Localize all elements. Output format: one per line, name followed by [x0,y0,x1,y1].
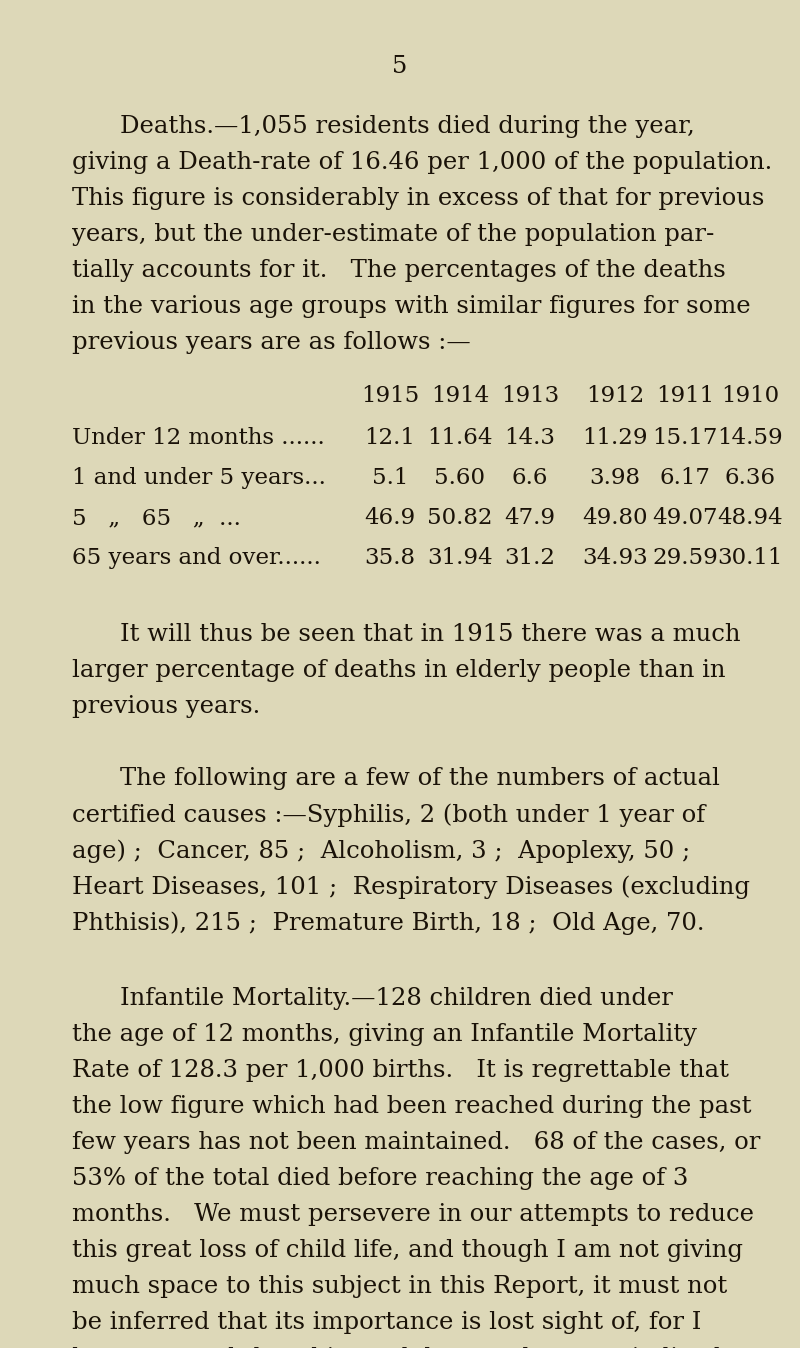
Text: age) ;  Cancer, 85 ;  Alcoholism, 3 ;  Apoplexy, 50 ;: age) ; Cancer, 85 ; Alcoholism, 3 ; Apop… [72,838,690,863]
Text: previous years are as follows :—: previous years are as follows :— [72,332,470,355]
Text: 5.60: 5.60 [434,466,486,489]
Text: The following are a few of the numbers of actual: The following are a few of the numbers o… [120,767,720,790]
Text: giving a Death-rate of 16.46 per 1,000 of the population.: giving a Death-rate of 16.46 per 1,000 o… [72,151,772,174]
Text: 31.2: 31.2 [505,547,555,569]
Text: 1915: 1915 [361,386,419,407]
Text: be inferred that its importance is lost sight of, for I: be inferred that its importance is lost … [72,1312,702,1335]
Text: 31.94: 31.94 [427,547,493,569]
Text: 1914: 1914 [431,386,489,407]
Text: 6.36: 6.36 [725,466,775,489]
Text: 14.59: 14.59 [717,427,783,449]
Text: in the various age groups with similar figures for some: in the various age groups with similar f… [72,295,750,318]
Text: 5.1: 5.1 [372,466,408,489]
Text: 5   „   65   „  ...: 5 „ 65 „ ... [72,507,241,528]
Text: Rate of 128.3 per 1,000 births.   It is regrettable that: Rate of 128.3 per 1,000 births. It is re… [72,1060,729,1082]
Text: 1912: 1912 [586,386,644,407]
Text: 50.82: 50.82 [427,507,493,528]
Text: 30.11: 30.11 [718,547,782,569]
Text: Under 12 months ......: Under 12 months ...... [72,427,325,449]
Text: previous years.: previous years. [72,696,260,718]
Text: 49.07: 49.07 [652,507,718,528]
Text: 11.64: 11.64 [427,427,493,449]
Text: This figure is considerably in excess of that for previous: This figure is considerably in excess of… [72,187,764,210]
Text: 34.93: 34.93 [582,547,648,569]
Text: larger percentage of deaths in elderly people than in: larger percentage of deaths in elderly p… [72,659,726,682]
Text: the low figure which had been reached during the past: the low figure which had been reached du… [72,1095,751,1117]
Text: few years has not been maintained.   68 of the cases, or: few years has not been maintained. 68 of… [72,1131,760,1154]
Text: Deaths.—1,055 residents died during the year,: Deaths.—1,055 residents died during the … [120,115,694,137]
Text: years, but the under-estimate of the population par-: years, but the under-estimate of the pop… [72,222,714,245]
Text: 49.80: 49.80 [582,507,648,528]
Text: 6.17: 6.17 [659,466,710,489]
Text: 1910: 1910 [721,386,779,407]
Text: 29.59: 29.59 [652,547,718,569]
Text: tially accounts for it.   The percentages of the deaths: tially accounts for it. The percentages … [72,259,726,282]
Text: 1913: 1913 [501,386,559,407]
Text: the age of 12 months, giving an Infantile Mortality: the age of 12 months, giving an Infantil… [72,1023,697,1046]
Text: 53% of the total died before reaching the age of 3: 53% of the total died before reaching th… [72,1167,688,1190]
Text: 11.29: 11.29 [582,427,648,449]
Text: 6.6: 6.6 [512,466,548,489]
Text: 48.94: 48.94 [717,507,783,528]
Text: Infantile Mortality.—128 children died under: Infantile Mortality.—128 children died u… [120,987,673,1010]
Text: 1 and under 5 years...: 1 and under 5 years... [72,466,326,489]
Text: 47.9: 47.9 [505,507,555,528]
Text: 65 years and over......: 65 years and over...... [72,547,321,569]
Text: certified causes :—Syphilis, 2 (both under 1 year of: certified causes :—Syphilis, 2 (both und… [72,803,705,826]
Text: 5: 5 [392,55,408,78]
Text: this great loss of child life, and though I am not giving: this great loss of child life, and thoug… [72,1239,743,1262]
Text: Heart Diseases, 101 ;  Respiratory Diseases (excluding: Heart Diseases, 101 ; Respiratory Diseas… [72,875,750,899]
Text: 46.9: 46.9 [365,507,415,528]
Text: 1911: 1911 [656,386,714,407]
Text: 3.98: 3.98 [590,466,641,489]
Text: 35.8: 35.8 [365,547,415,569]
Text: 12.1: 12.1 [365,427,415,449]
Text: much space to this subject in this Report, it must not: much space to this subject in this Repor… [72,1275,727,1298]
Text: months.   We must persevere in our attempts to reduce: months. We must persevere in our attempt… [72,1202,754,1225]
Text: 14.3: 14.3 [505,427,555,449]
Text: It will thus be seen that in 1915 there was a much: It will thus be seen that in 1915 there … [120,623,741,646]
Text: 15.17: 15.17 [652,427,718,449]
Text: Phthisis), 215 ;  Premature Birth, 18 ;  Old Age, 70.: Phthisis), 215 ; Premature Birth, 18 ; O… [72,911,705,934]
